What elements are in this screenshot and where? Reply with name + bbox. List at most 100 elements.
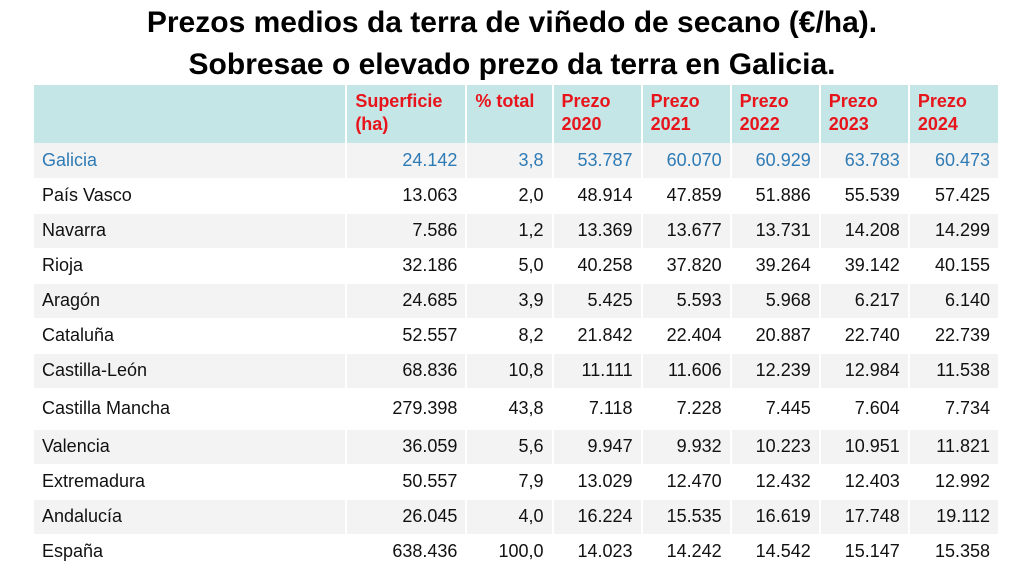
- column-header-1: Superficie (ha): [345, 85, 467, 143]
- column-header-line: % total: [475, 91, 535, 111]
- value-cell: 5.968: [729, 283, 820, 319]
- column-header-line: 2022: [739, 114, 780, 134]
- column-header-line: Superficie: [355, 91, 443, 111]
- value-cell: 5,0: [465, 248, 553, 284]
- value-cell: 60.070: [640, 143, 731, 179]
- value-cell: 15.535: [640, 499, 731, 535]
- value-cell: 53.787: [551, 143, 642, 179]
- value-cell: 12.239: [729, 353, 820, 389]
- value-cell: 20.887: [729, 318, 820, 354]
- value-cell: 60.929: [729, 143, 820, 179]
- column-header-0: [34, 85, 347, 143]
- region-name-cell: Rioja: [34, 248, 347, 284]
- column-header-5: Prezo 2022: [729, 85, 820, 143]
- value-cell: 13.029: [551, 464, 642, 500]
- value-cell: 14.023: [551, 534, 642, 570]
- value-cell: 22.739: [907, 318, 998, 354]
- table-row: España 638.436 100,0 14.023 14.242 14.542 15.1…: [34, 534, 998, 570]
- table-row: Cataluña 52.557 8,2 21.842 22.404 20.887 22.74…: [34, 318, 998, 354]
- value-cell: 21.842: [551, 318, 642, 354]
- value-cell: 57.425: [907, 178, 998, 214]
- value-cell: 40.155: [907, 248, 998, 284]
- value-cell: 10.223: [729, 429, 820, 465]
- value-cell: 50.557: [345, 464, 467, 500]
- value-cell: 6.217: [818, 283, 909, 319]
- column-header-line: Prezo: [828, 91, 878, 111]
- value-cell: 63.783: [818, 143, 909, 179]
- value-cell: 7.604: [818, 388, 909, 430]
- column-header-line: (ha): [355, 114, 389, 134]
- value-cell: 51.886: [729, 178, 820, 214]
- value-cell: 15.147: [818, 534, 909, 570]
- table-row: Castilla-León 68.836 10,8 11.111 11.606 12.23…: [34, 353, 998, 389]
- value-cell: 40.258: [551, 248, 642, 284]
- value-cell: 14.542: [729, 534, 820, 570]
- value-cell: 52.557: [345, 318, 467, 354]
- column-header-line: 2021: [650, 114, 691, 134]
- column-header-line: Prezo: [739, 91, 789, 111]
- value-cell: 22.404: [640, 318, 731, 354]
- table-row: Extremadura 50.557 7,9 13.029 12.470 12.432 12…: [34, 464, 998, 500]
- value-cell: 60.473: [907, 143, 998, 179]
- value-cell: 12.470: [640, 464, 731, 500]
- price-table: Superficie (ha)% total Prezo 2020 Prezo 2021 P…: [34, 85, 998, 570]
- region-name-cell: Galicia: [34, 143, 347, 179]
- value-cell: 11.111: [551, 353, 642, 389]
- column-header-line: Prezo: [650, 91, 700, 111]
- column-header-2: % total: [465, 85, 553, 143]
- value-cell: 7.118: [551, 388, 642, 430]
- table-row: Galicia 24.142 3,8 53.787 60.070 60.929 63.783…: [34, 143, 998, 179]
- table-header-row: Superficie (ha)% total Prezo 2020 Prezo 2021 P…: [34, 85, 998, 143]
- value-cell: 39.142: [818, 248, 909, 284]
- value-cell: 37.820: [640, 248, 731, 284]
- value-cell: 1,2: [465, 213, 553, 249]
- region-name-cell: España: [34, 534, 347, 570]
- table-row: Navarra 7.586 1,2 13.369 13.677 13.731 14.208 1…: [34, 213, 998, 249]
- region-name-cell: Cataluña: [34, 318, 347, 354]
- value-cell: 7.586: [345, 213, 467, 249]
- value-cell: 39.264: [729, 248, 820, 284]
- value-cell: 3,8: [465, 143, 553, 179]
- value-cell: 14.242: [640, 534, 731, 570]
- column-header-line: Prezo: [917, 91, 967, 111]
- region-name-cell: Extremadura: [34, 464, 347, 500]
- value-cell: 5.593: [640, 283, 731, 319]
- value-cell: 12.984: [818, 353, 909, 389]
- title-line-2: Sobresae o elevado prezo da terra en Gal…: [188, 48, 836, 81]
- value-cell: 22.740: [818, 318, 909, 354]
- value-cell: 6.140: [907, 283, 998, 319]
- value-cell: 15.358: [907, 534, 998, 570]
- value-cell: 48.914: [551, 178, 642, 214]
- slide-title: Prezos medios da terra de viñedo de seca…: [0, 2, 1024, 86]
- column-header-4: Prezo 2021: [640, 85, 731, 143]
- value-cell: 8,2: [465, 318, 553, 354]
- table-row: País Vasco 13.063 2,0 48.914 47.859 51.886 55.…: [34, 178, 998, 214]
- value-cell: 13.369: [551, 213, 642, 249]
- value-cell: 10,8: [465, 353, 553, 389]
- column-header-line: Prezo: [561, 91, 611, 111]
- table-row: Rioja 32.186 5,0 40.258 37.820 39.264 39.142 40…: [34, 248, 998, 284]
- value-cell: 12.992: [907, 464, 998, 500]
- value-cell: 14.208: [818, 213, 909, 249]
- value-cell: 16.224: [551, 499, 642, 535]
- value-cell: 7,9: [465, 464, 553, 500]
- value-cell: 16.619: [729, 499, 820, 535]
- value-cell: 32.186: [345, 248, 467, 284]
- column-header-line: 2023: [828, 114, 869, 134]
- table-row: Castilla Mancha 279.398 43,8 7.118 7.228 7.44…: [34, 388, 998, 430]
- value-cell: 7.734: [907, 388, 998, 430]
- table-row: Aragón 24.685 3,9 5.425 5.593 5.968 6.217 6.140: [34, 283, 998, 319]
- value-cell: 11.821: [907, 429, 998, 465]
- table-row: Andalucía 26.045 4,0 16.224 15.535 16.619 17.7…: [34, 499, 998, 535]
- value-cell: 13.677: [640, 213, 731, 249]
- value-cell: 11.606: [640, 353, 731, 389]
- value-cell: 13.063: [345, 178, 467, 214]
- value-cell: 2,0: [465, 178, 553, 214]
- table-row: Valencia 36.059 5,6 9.947 9.932 10.223 10.951 1…: [34, 429, 998, 465]
- value-cell: 279.398: [345, 388, 467, 430]
- column-header-7: Prezo 2024: [907, 85, 998, 143]
- region-name-cell: País Vasco: [34, 178, 347, 214]
- value-cell: 11.538: [907, 353, 998, 389]
- value-cell: 3,9: [465, 283, 553, 319]
